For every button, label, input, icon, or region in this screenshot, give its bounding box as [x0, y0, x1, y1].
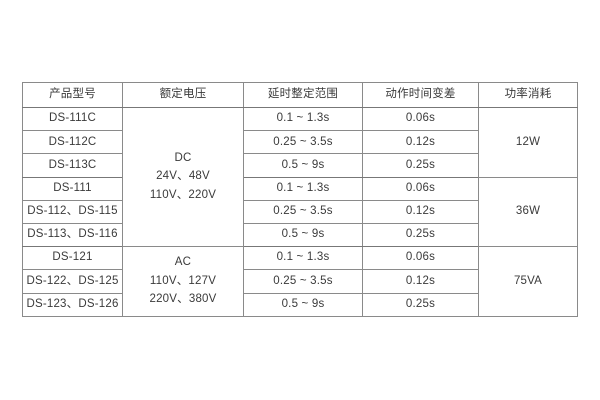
cell-time-variation: 0.06s — [362, 176, 479, 201]
table-row: DS-112C 0.25 ~ 3.5s 0.12s — [22, 130, 578, 155]
table-row: DS-121 AC 110V、127V 220V、380V 0.1 ~ 1.3s… — [22, 246, 578, 317]
cell-model: DS-122、DS-125 — [22, 269, 123, 294]
cell-time-variation: 0.12s — [362, 199, 479, 224]
table-row: DS-112、DS-115 0.25 ~ 3.5s 0.12s — [22, 199, 578, 224]
cell-delay-range: 0.1 ~ 1.3s — [243, 246, 363, 271]
cell-model: DS-111C — [22, 106, 123, 132]
cell-delay-range: 0.5 ~ 9s — [243, 153, 363, 178]
cell-model: DS-113、DS-116 — [22, 222, 123, 248]
voltage-ac-line-2: 220V、380V — [149, 293, 217, 306]
cell-time-variation: 0.25s — [362, 222, 479, 248]
cell-time-variation: 0.25s — [362, 153, 479, 178]
table-row: DS-111C DC 24V、48V 110V、220V 0.1 ~ 1.3s … — [22, 106, 578, 248]
cell-delay-range: 0.25 ~ 3.5s — [243, 130, 363, 155]
table-row: DS-113、DS-116 0.5 ~ 9s 0.25s — [22, 222, 578, 248]
cell-delay-range: 0.25 ~ 3.5s — [243, 269, 363, 294]
column-header-rated-voltage: 额定电压 — [122, 82, 244, 108]
column-header-delay-range: 延时整定范围 — [243, 82, 363, 108]
table-row: DS-122、DS-125 0.25 ~ 3.5s 0.12s — [22, 269, 578, 294]
cell-delay-range: 0.1 ~ 1.3s — [243, 176, 363, 201]
cell-time-variation: 0.12s — [362, 130, 479, 155]
cell-delay-range: 0.5 ~ 9s — [243, 292, 363, 317]
cell-model: DS-123、DS-126 — [22, 292, 123, 317]
cell-time-variation: 0.12s — [362, 269, 479, 294]
cell-delay-range: 0.5 ~ 9s — [243, 222, 363, 248]
voltage-dc-line-1: 24V、48V — [156, 170, 210, 183]
voltage-ac-line-1: 110V、127V — [149, 274, 217, 287]
column-header-power-consumption: 功率消耗 — [478, 82, 578, 108]
cell-power-75va: 75VA — [478, 246, 578, 317]
cell-model: DS-112、DS-115 — [22, 199, 123, 224]
cell-model: DS-113C — [22, 153, 123, 178]
table-row: DS-113C 0.5 ~ 9s 0.25s — [22, 153, 578, 178]
cell-model: DS-112C — [22, 130, 123, 155]
cell-delay-range: 0.25 ~ 3.5s — [243, 199, 363, 224]
table-row: DS-111 0.1 ~ 1.3s 0.06s 36W — [22, 176, 578, 248]
cell-delay-range: 0.1 ~ 1.3s — [243, 106, 363, 132]
cell-rated-voltage-ac: AC 110V、127V 220V、380V — [122, 246, 244, 317]
column-header-model: 产品型号 — [22, 82, 123, 108]
table-header-row: 产品型号 额定电压 延时整定范围 动作时间变差 功率消耗 — [22, 82, 578, 108]
cell-rated-voltage-dc: DC 24V、48V 110V、220V — [122, 106, 244, 248]
cell-model: DS-121 — [22, 246, 123, 271]
column-header-time-variation: 动作时间变差 — [362, 82, 479, 108]
cell-time-variation: 0.06s — [362, 246, 479, 271]
cell-time-variation: 0.06s — [362, 106, 479, 132]
voltage-dc-line-2: 110V、220V — [149, 188, 217, 201]
voltage-type-dc: DC — [174, 151, 192, 164]
table-row: DS-123、DS-126 0.5 ~ 9s 0.25s — [22, 292, 578, 317]
spec-table-container: 产品型号 额定电压 延时整定范围 动作时间变差 功率消耗 DS-111C DC … — [22, 82, 578, 317]
cell-power-36w: 36W — [478, 176, 578, 248]
cell-time-variation: 0.25s — [362, 292, 479, 317]
voltage-type-ac: AC — [174, 256, 192, 269]
cell-model: DS-111 — [22, 176, 123, 201]
relay-specification-table: 产品型号 额定电压 延时整定范围 动作时间变差 功率消耗 DS-111C DC … — [22, 82, 578, 317]
cell-power-12w: 12W — [478, 107, 578, 178]
